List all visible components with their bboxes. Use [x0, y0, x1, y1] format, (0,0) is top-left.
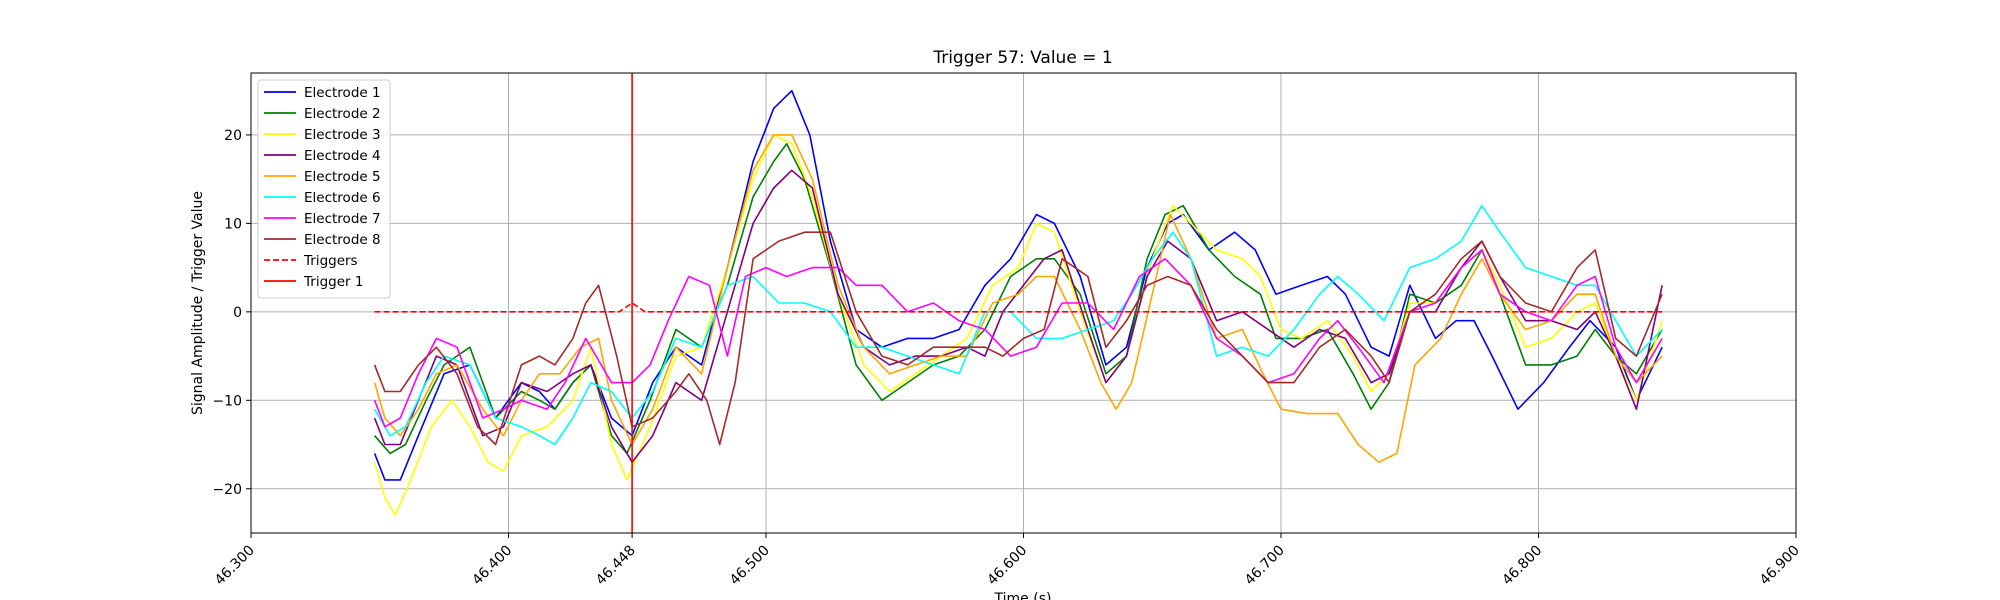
y-tick-label: −10: [212, 393, 242, 409]
legend-label: Electrode 4: [304, 148, 381, 164]
y-axis-ticks: −20 −10 0 10 20: [212, 128, 251, 498]
series-line-triggers: [374, 302, 1663, 313]
y-tick-label: −20: [212, 482, 242, 498]
axes-frame: [250, 72, 1797, 534]
y-axis-label: Signal Amplitude / Trigger Value: [190, 191, 206, 415]
chart-title: Trigger 57: Value = 1: [932, 48, 1112, 68]
legend-label: Electrode 1: [304, 85, 381, 101]
legend-label: Triggers: [303, 253, 358, 269]
plot-area: [373, 73, 1663, 533]
x-axis-label: Time (s): [994, 591, 1052, 600]
legend: Electrode 1 Electrode 2 Electrode 3 Electro…: [257, 79, 391, 299]
series-line-electrode-7: [373, 249, 1663, 428]
legend-label: Electrode 7: [304, 211, 381, 227]
legend-label: Electrode 2: [304, 106, 381, 122]
series-line-electrode-8: [373, 231, 1663, 446]
series-line-electrode-5: [373, 134, 1663, 463]
legend-label: Electrode 6: [304, 190, 381, 206]
legend-label: Electrode 3: [304, 127, 381, 143]
y-tick-label: 0: [233, 305, 242, 321]
legend-label: Electrode 5: [304, 169, 381, 185]
y-tick-label: 20: [224, 128, 242, 144]
legend-label: Electrode 8: [304, 232, 381, 248]
legend-label: Trigger 1: [303, 274, 363, 290]
y-tick-label: 10: [224, 216, 242, 232]
